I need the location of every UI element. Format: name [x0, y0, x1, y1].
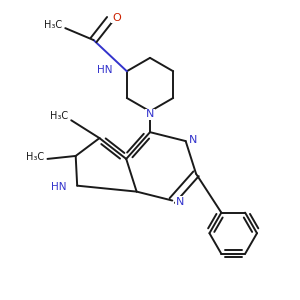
Text: H₃C: H₃C — [44, 20, 62, 30]
Text: H₃C: H₃C — [26, 152, 44, 162]
Text: N: N — [146, 109, 154, 119]
Text: N: N — [176, 197, 184, 207]
Text: H₃C: H₃C — [50, 111, 68, 121]
Text: HN: HN — [51, 182, 67, 192]
Text: HN: HN — [97, 65, 112, 75]
Text: O: O — [112, 13, 121, 23]
Text: N: N — [189, 135, 197, 145]
